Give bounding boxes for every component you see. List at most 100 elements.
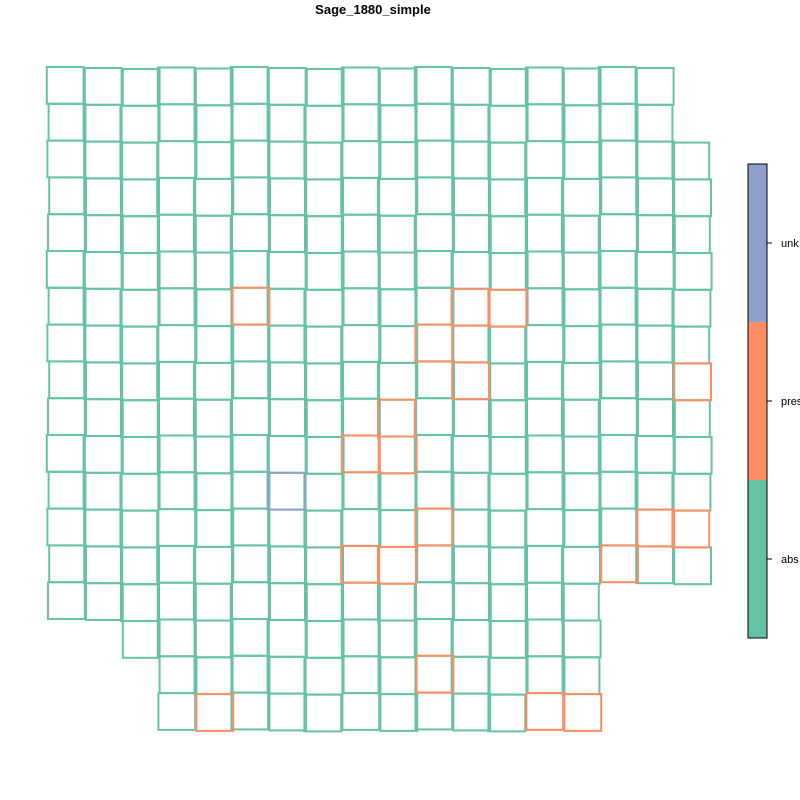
township-cell-absent <box>487 693 527 733</box>
township-cell-absent <box>488 472 528 512</box>
township-cell-absent <box>489 436 529 475</box>
township-cell-absent <box>524 66 564 106</box>
township-cell-absent <box>673 546 713 586</box>
township-cell-absent <box>524 618 564 658</box>
legend: unk pres abs <box>747 163 800 639</box>
township-cell-absent <box>342 103 382 143</box>
township-cell-absent <box>488 399 527 439</box>
township-cell-absent <box>266 655 306 695</box>
township-cell-absent <box>231 654 271 694</box>
township-cell-absent <box>267 67 307 106</box>
legend-swatch-absent <box>748 480 767 638</box>
township-cell-absent <box>489 546 529 586</box>
township-cell-absent <box>303 693 343 733</box>
township-cell-absent <box>451 177 491 217</box>
township-cell-absent <box>232 544 271 584</box>
township-cell-absent <box>266 103 306 143</box>
township-cell-absent <box>636 140 676 180</box>
township-cell-absent <box>156 618 196 658</box>
township-cell-absent <box>489 178 529 218</box>
township-cell-absent <box>597 250 637 289</box>
township-cell-absent <box>85 398 124 438</box>
township-cell-absent <box>84 324 124 364</box>
township-cell-absent <box>379 693 419 732</box>
township-cell-present <box>414 323 454 363</box>
township-cell-absent <box>416 544 456 584</box>
township-cell-absent <box>599 397 638 437</box>
township-cell-absent <box>267 251 307 290</box>
township-cell-absent <box>487 509 527 549</box>
township-cell-absent <box>269 582 308 622</box>
township-cell-absent <box>193 582 232 622</box>
township-cell-absent <box>413 250 453 289</box>
township-cell-absent <box>563 509 603 548</box>
township-cell-absent <box>489 68 529 107</box>
township-cell-absent <box>526 471 566 511</box>
township-cell-absent <box>414 691 454 731</box>
township-cell-absent <box>600 176 640 216</box>
township-cell-absent <box>377 656 417 696</box>
township-cell-absent <box>230 507 270 547</box>
township-cell-absent <box>377 288 417 328</box>
township-cell-absent <box>673 178 713 218</box>
legend-label-absent: abs <box>781 554 799 566</box>
township-cell-absent <box>231 102 271 142</box>
township-cell-absent <box>341 140 381 179</box>
township-cell-absent <box>158 655 198 695</box>
township-cell-absent <box>121 252 161 291</box>
township-cell-absent <box>561 398 600 438</box>
township-cell-absent <box>487 325 527 365</box>
township-cell-absent <box>378 251 418 291</box>
township-cell-absent <box>597 66 637 105</box>
township-cell-absent <box>267 619 307 658</box>
township-cell-absent <box>487 141 527 181</box>
township-cell-absent <box>267 435 307 474</box>
township-cell-absent <box>340 250 380 290</box>
township-cell-absent <box>119 141 159 181</box>
township-cell-absent <box>562 67 602 107</box>
township-cell-absent <box>83 67 123 106</box>
township-cell-absent <box>120 472 160 512</box>
township-cell-absent <box>342 397 381 437</box>
township-cell-absent <box>156 434 196 474</box>
township-cell-absent <box>158 213 197 253</box>
township-cell-absent <box>637 398 676 438</box>
township-cell-absent <box>158 397 197 437</box>
township-cell-absent <box>489 252 529 291</box>
township-cell-absent <box>416 176 456 216</box>
township-cell-absent <box>673 252 713 291</box>
township-cell-absent <box>413 618 453 657</box>
township-cell-absent <box>304 288 344 328</box>
township-cell-absent <box>489 620 529 659</box>
township-cell-absent <box>84 140 124 180</box>
township-cell-absent <box>158 287 198 327</box>
township-cell-absent <box>267 177 307 217</box>
township-cell-absent <box>45 434 85 473</box>
township-cell-absent <box>452 508 492 548</box>
township-cell-absent <box>231 397 270 437</box>
township-cell-absent <box>303 141 343 181</box>
township-cell-absent <box>562 435 602 475</box>
township-cell-absent <box>340 618 380 658</box>
township-cell-absent <box>46 323 86 363</box>
township-cell-absent <box>119 509 159 549</box>
township-cell-absent <box>598 507 638 547</box>
township-cell-absent <box>634 287 674 327</box>
township-cell-absent <box>157 140 197 179</box>
township-cell-absent <box>47 286 87 326</box>
township-cell-absent <box>450 103 490 143</box>
township-cell-absent <box>453 398 492 438</box>
township-cell-absent <box>451 251 491 290</box>
township-cell-absent <box>413 434 453 473</box>
township-cell-absent <box>47 213 86 252</box>
township-cell-absent <box>672 215 711 254</box>
township-cell-absent <box>304 215 343 254</box>
township-cell-absent <box>342 213 381 253</box>
township-cell-absent <box>157 692 197 731</box>
township-cell-absent <box>120 583 159 623</box>
township-cell-absent <box>600 360 640 400</box>
township-cell-absent <box>562 619 602 659</box>
township-cell-absent <box>415 581 454 621</box>
township-cell-absent <box>267 361 307 401</box>
